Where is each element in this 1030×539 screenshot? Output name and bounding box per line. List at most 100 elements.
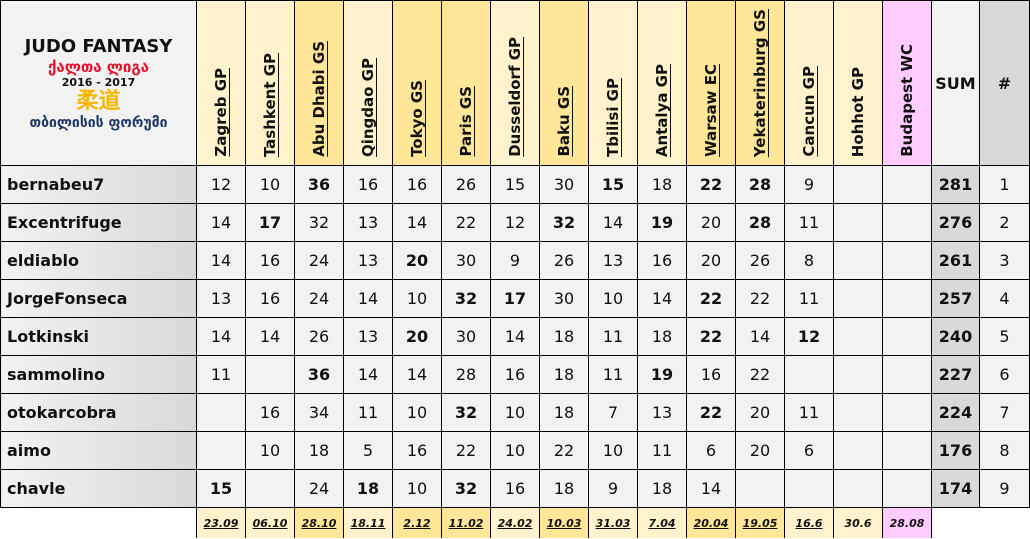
score-cell	[833, 355, 883, 394]
score-cell: 9	[588, 469, 638, 508]
table-row: otokarcobra 16 34 11 10 32 10 18 7 13 22 20 11 224 7	[0, 393, 1030, 432]
player-name: chavle	[0, 469, 197, 508]
score-cell: 11	[784, 393, 834, 432]
score-cell: 32	[441, 393, 491, 432]
header-row: JUDO FANTASY ქალთა ლიგა 2016 - 2017 柔道 თ…	[0, 0, 1030, 166]
score-cell: 18	[637, 469, 687, 508]
score-cell: 13	[343, 317, 393, 356]
score-cell: 16	[490, 355, 540, 394]
logo-title: JUDO FANTASY	[24, 36, 173, 58]
event-date-text: 28.10	[301, 516, 337, 530]
score-cell: 16	[343, 165, 393, 204]
event-date-text: 19.05	[742, 516, 778, 530]
score-cell: 26	[441, 165, 491, 204]
score-cell: 30	[441, 317, 491, 356]
rank-cell: 7	[979, 393, 1030, 432]
score-cell: 28	[441, 355, 491, 394]
event-date: 31.03	[588, 507, 638, 538]
event-date: 7.04	[637, 507, 687, 538]
score-cell: 22	[686, 279, 736, 318]
player-name: sammolino	[0, 355, 197, 394]
event-date: 24.02	[490, 507, 540, 538]
event-name: Baku GS	[555, 86, 573, 157]
score-cell	[882, 393, 932, 432]
score-cell	[882, 279, 932, 318]
event-date-text: 11.02	[448, 516, 484, 530]
score-cell: 14	[196, 241, 246, 280]
event-date: 30.6	[833, 507, 883, 538]
score-cell: 15	[196, 469, 246, 508]
player-name: Lotkinski	[0, 317, 197, 356]
event-header: Yekaterinburg GS	[735, 0, 785, 166]
sum-cell: 261	[931, 241, 980, 280]
score-cell	[833, 317, 883, 356]
event-date-text: 28.08	[889, 516, 925, 530]
score-cell	[245, 469, 295, 508]
event-date-text: 20.04	[693, 516, 729, 530]
table-row: chavle 15 24 18 10 32 16 18 9 18 14 174 9	[0, 469, 1030, 508]
score-cell: 18	[539, 355, 589, 394]
score-cell: 18	[637, 165, 687, 204]
event-name: Warsaw EC	[702, 64, 720, 157]
player-name: bernabeu7	[0, 165, 197, 204]
score-cell: 18	[539, 469, 589, 508]
score-cell	[196, 393, 246, 432]
score-cell: 16	[245, 241, 295, 280]
score-cell: 30	[539, 279, 589, 318]
score-cell	[882, 203, 932, 242]
event-header: Hohhot GP	[833, 0, 883, 166]
score-cell: 9	[490, 241, 540, 280]
score-cell: 22	[686, 165, 736, 204]
score-cell: 14	[343, 355, 393, 394]
score-cell: 16	[392, 431, 442, 470]
table-row: sammolino 11 36 14 14 28 16 18 11 19 16 22 227 6	[0, 355, 1030, 394]
sum-cell: 227	[931, 355, 980, 394]
event-header: Tashkent GP	[245, 0, 295, 166]
score-cell: 32	[294, 203, 344, 242]
event-date: 20.04	[686, 507, 736, 538]
table-row: bernabeu7 12 10 36 16 16 26 15 30 15 18 22 28 9 281 1	[0, 165, 1030, 204]
event-date: 2.12	[392, 507, 442, 538]
score-cell: 11	[784, 203, 834, 242]
event-header: Zagreb GP	[196, 0, 246, 166]
event-header: Warsaw EC	[686, 0, 736, 166]
score-cell	[882, 355, 932, 394]
score-cell: 15	[588, 165, 638, 204]
score-cell: 16	[490, 469, 540, 508]
score-cell	[245, 355, 295, 394]
event-name: Cancun GP	[800, 66, 818, 157]
event-header: Tokyo GS	[392, 0, 442, 166]
score-cell: 12	[784, 317, 834, 356]
sum-cell: 176	[931, 431, 980, 470]
player-name: eldiablo	[0, 241, 197, 280]
score-cell: 14	[588, 203, 638, 242]
score-cell: 26	[539, 241, 589, 280]
score-cell	[882, 165, 932, 204]
score-cell: 16	[245, 393, 295, 432]
score-cell: 32	[441, 469, 491, 508]
sum-cell: 257	[931, 279, 980, 318]
score-cell: 6	[784, 431, 834, 470]
score-cell: 20	[735, 393, 785, 432]
score-cell: 10	[392, 279, 442, 318]
score-cell: 10	[490, 393, 540, 432]
score-cell	[833, 241, 883, 280]
event-name: Yekaterinburg GS	[751, 8, 769, 157]
logo-cell: JUDO FANTASY ქალთა ლიგა 2016 - 2017 柔道 თ…	[0, 0, 197, 166]
logo-forum: თბილისის ფორუმი	[29, 115, 168, 132]
rank-cell: 2	[979, 203, 1030, 242]
score-cell: 10	[588, 431, 638, 470]
score-cell: 24	[294, 241, 344, 280]
event-header: Baku GS	[539, 0, 589, 166]
score-cell: 11	[637, 431, 687, 470]
dates-row: 23.09 06.10 28.10 18.11 2.12 11.02 24.02 10.03 3…	[0, 507, 1030, 538]
score-cell: 20	[735, 431, 785, 470]
score-cell: 24	[294, 279, 344, 318]
score-cell: 18	[637, 317, 687, 356]
event-name: Dusseldorf GP	[506, 37, 524, 157]
event-date-text: 31.03	[595, 516, 631, 530]
score-cell: 18	[539, 317, 589, 356]
score-cell: 36	[294, 165, 344, 204]
score-cell: 22	[441, 203, 491, 242]
score-cell: 16	[637, 241, 687, 280]
